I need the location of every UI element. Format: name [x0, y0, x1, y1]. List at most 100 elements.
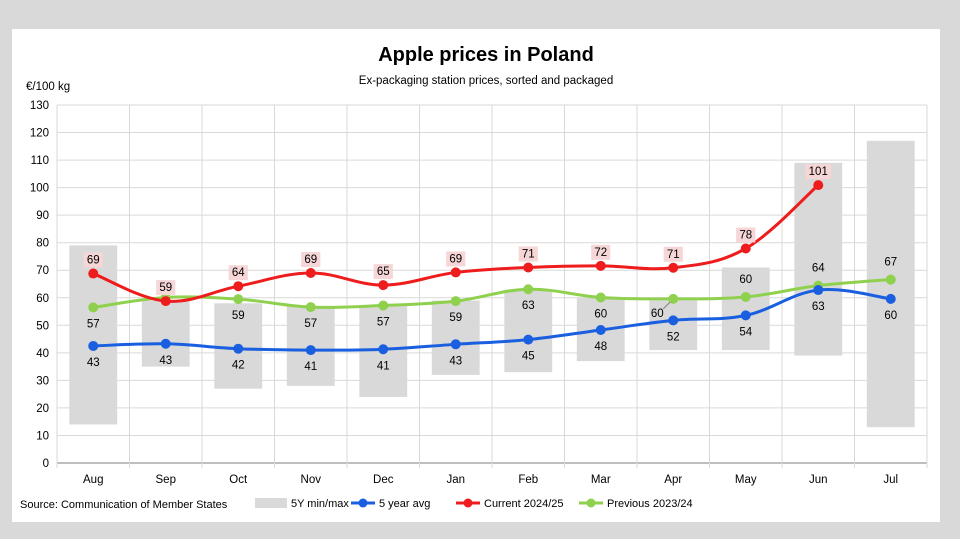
label-previous: 60: [594, 308, 607, 320]
label-avg5y: 48: [594, 341, 607, 353]
series-point-avg5y: [740, 310, 751, 321]
label-avg5y: 42: [232, 360, 245, 372]
series-point-previous: [450, 296, 461, 307]
label-avg5y: 52: [667, 331, 680, 343]
series-point-avg5y: [813, 285, 824, 296]
legend: 5Y min/max 5 year avg Current 2024/25 Previ…: [255, 498, 693, 510]
series-point-previous: [740, 291, 751, 302]
legend-marker-current: [463, 498, 473, 508]
range-bar: [141, 300, 190, 367]
x-tick-label: Sep: [156, 474, 176, 486]
label-current: 59: [159, 282, 172, 294]
legend-marker-previous: [586, 498, 596, 508]
y-tick-label: 60: [36, 293, 49, 305]
series-point-avg5y: [160, 338, 171, 349]
series-point-current: [305, 267, 316, 278]
series-point-avg5y: [523, 334, 534, 345]
label-leader: [662, 301, 671, 310]
label-current-box: [518, 246, 538, 262]
series-point-current: [450, 267, 461, 278]
series-point-current: [668, 262, 679, 273]
label-avg5y: 41: [377, 360, 390, 372]
label-current: 78: [739, 229, 752, 241]
label-previous: 59: [449, 312, 462, 324]
series-point-current: [88, 268, 99, 279]
label-avg5y: 43: [87, 357, 100, 369]
label-current: 64: [232, 267, 245, 279]
series-point-avg5y: [595, 324, 606, 335]
range-bar: [431, 300, 480, 375]
x-tick-label: Dec: [373, 474, 394, 486]
chart-svg: Apple prices in Poland Ex-packaging stat…: [20, 44, 928, 511]
label-current: 69: [87, 255, 100, 267]
series-point-avg5y: [885, 293, 896, 304]
chart-subtitle: Ex-packaging station prices, sorted and …: [359, 75, 613, 87]
legend-label-range: 5Y min/max: [291, 498, 349, 510]
label-previous: 59: [232, 310, 245, 322]
y-tick-label: 90: [36, 210, 49, 222]
label-avg5y: 43: [449, 355, 462, 367]
x-tick-label: Jul: [883, 474, 898, 486]
series-point-avg5y: [305, 345, 316, 356]
y-tick-label: 100: [30, 183, 49, 195]
y-tick-label: 50: [36, 320, 49, 332]
series-point-previous: [668, 293, 679, 304]
source-note: Source: Communication of Member States: [20, 499, 228, 511]
series-point-previous: [523, 284, 534, 295]
series-line-avg5y: [91, 288, 893, 352]
x-tick-label: Nov: [301, 474, 322, 486]
y-tick-label: 40: [36, 348, 49, 360]
series-point-previous: [233, 294, 244, 305]
label-current: 72: [594, 247, 607, 259]
label-current-box: [591, 244, 611, 260]
legend-swatch-range: [255, 498, 287, 508]
x-tick-label: Feb: [518, 474, 538, 486]
label-current: 101: [809, 166, 828, 178]
x-tick-label: Jun: [809, 474, 828, 486]
label-current-box: [301, 251, 321, 267]
axis-layer: 0 10 20 30 40 50 60 70 80 90 100 110 120 130 Aug Sep Oct…: [30, 100, 898, 486]
label-previous: 63: [522, 300, 535, 312]
y-tick-label: 0: [43, 458, 49, 470]
label-previous: 57: [304, 318, 317, 330]
label-avg5y: 60: [884, 310, 897, 322]
label-avg5y: 43: [159, 355, 172, 367]
label-previous: 64: [812, 263, 825, 275]
label-avg5y: 41: [304, 361, 317, 373]
label-current-box: [83, 252, 103, 268]
series-point-avg5y: [88, 340, 99, 351]
legend-label-previous: Previous 2023/24: [607, 498, 693, 510]
range-bar: [504, 289, 553, 373]
label-current-box: [156, 280, 176, 296]
chart-panel: Apple prices in Poland Ex-packaging stat…: [12, 29, 940, 522]
line-layer: [88, 180, 896, 356]
label-avg5y: 45: [522, 351, 535, 363]
series-point-previous: [378, 300, 389, 311]
series-point-current: [378, 280, 389, 291]
series-point-current: [740, 243, 751, 254]
y-tick-label: 130: [30, 100, 49, 112]
series-point-current: [523, 262, 534, 273]
label-current: 65: [377, 266, 390, 278]
label-current: 71: [522, 248, 535, 260]
range-layer: [69, 140, 915, 428]
label-previous: 57: [377, 316, 390, 328]
label-previous: 57: [87, 318, 100, 330]
series-point-previous: [88, 302, 99, 313]
x-tick-label: Apr: [664, 474, 682, 486]
series-point-current: [813, 180, 824, 191]
series-point-current: [595, 260, 606, 271]
label-current-box: [736, 227, 756, 243]
label-avg5y: 54: [739, 326, 752, 338]
y-tick-label: 120: [30, 128, 49, 140]
y-tick-label: 110: [31, 155, 49, 167]
y-tick-label: 80: [36, 238, 49, 250]
label-layer: 43 43 42 41 41 43 45 48 52 54 63 60 69 59 64 69 65 69 71 72…: [83, 164, 897, 373]
y-tick-label: 70: [36, 265, 49, 277]
series-point-avg5y: [668, 315, 679, 326]
series-point-avg5y: [233, 343, 244, 354]
label-current-box: [663, 246, 683, 262]
grid-layer: [56, 104, 928, 468]
chart-title: Apple prices in Poland: [378, 44, 594, 66]
y-tick-label: 20: [36, 403, 49, 415]
